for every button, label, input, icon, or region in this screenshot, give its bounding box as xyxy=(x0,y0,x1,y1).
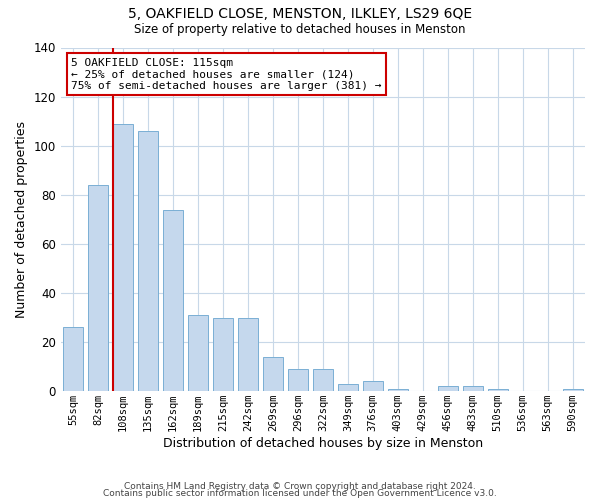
Text: Contains public sector information licensed under the Open Government Licence v3: Contains public sector information licen… xyxy=(103,490,497,498)
Y-axis label: Number of detached properties: Number of detached properties xyxy=(15,121,28,318)
Bar xyxy=(388,388,408,391)
Bar xyxy=(363,382,383,391)
Bar xyxy=(238,318,258,391)
Bar xyxy=(463,386,482,391)
Bar xyxy=(88,185,108,391)
Text: 5, OAKFIELD CLOSE, MENSTON, ILKLEY, LS29 6QE: 5, OAKFIELD CLOSE, MENSTON, ILKLEY, LS29… xyxy=(128,8,472,22)
Bar xyxy=(288,369,308,391)
Bar xyxy=(263,357,283,391)
Bar xyxy=(138,131,158,391)
Bar xyxy=(188,315,208,391)
Bar xyxy=(488,388,508,391)
X-axis label: Distribution of detached houses by size in Menston: Distribution of detached houses by size … xyxy=(163,437,483,450)
Bar xyxy=(213,318,233,391)
Bar xyxy=(63,328,83,391)
Bar xyxy=(563,388,583,391)
Text: Size of property relative to detached houses in Menston: Size of property relative to detached ho… xyxy=(134,22,466,36)
Bar xyxy=(163,210,183,391)
Bar xyxy=(113,124,133,391)
Bar xyxy=(313,369,333,391)
Text: Contains HM Land Registry data © Crown copyright and database right 2024.: Contains HM Land Registry data © Crown c… xyxy=(124,482,476,491)
Text: 5 OAKFIELD CLOSE: 115sqm
← 25% of detached houses are smaller (124)
75% of semi-: 5 OAKFIELD CLOSE: 115sqm ← 25% of detach… xyxy=(71,58,382,91)
Bar xyxy=(438,386,458,391)
Bar xyxy=(338,384,358,391)
